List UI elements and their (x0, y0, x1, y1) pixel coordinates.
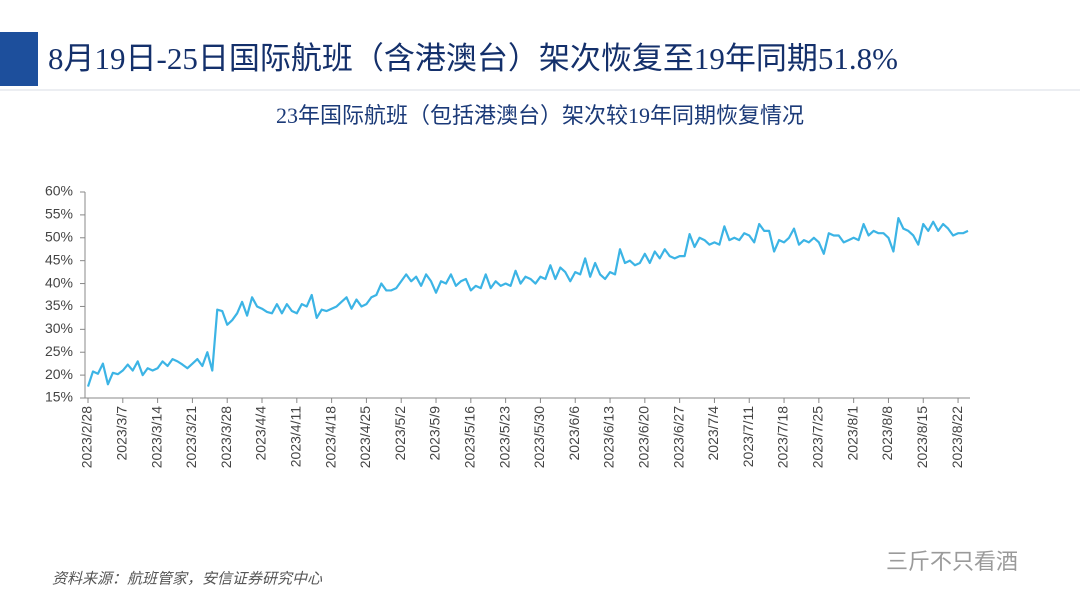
x-tick-label: 2023/6/27 (670, 406, 686, 468)
y-tick-label: 35% (45, 297, 73, 313)
chart-title: 23年国际航班（包括港澳台）架次较19年同期恢复情况 (276, 103, 804, 128)
y-tick-label: 60% (45, 183, 73, 199)
x-tick-label: 2023/5/9 (427, 406, 443, 461)
y-tick-label: 55% (45, 206, 73, 222)
x-tick-label: 2023/6/20 (636, 406, 652, 468)
x-tick-label: 2023/8/15 (914, 406, 930, 468)
x-tick-label: 2023/4/11 (288, 406, 304, 467)
x-tick-label: 2023/8/22 (949, 406, 965, 468)
y-tick-label: 20% (45, 366, 73, 382)
header-bar (0, 32, 38, 86)
x-tick-label: 2023/4/25 (357, 406, 373, 468)
y-tick-label: 15% (45, 389, 73, 405)
plot-area: 15% 20% 25% 30% 35% 40% 45% 50% 55% 60% 2023/2/28 2… (45, 183, 970, 468)
x-tick-label: 2023/5/16 (462, 406, 478, 468)
header-title: 8月19日-25日国际航班（含港澳台）架次恢复至19年同期51.8% (48, 41, 898, 76)
y-tick-label: 40% (45, 274, 73, 290)
y-tick-label: 50% (45, 228, 73, 244)
y-tick-label: 45% (45, 251, 73, 267)
x-tick-label: 2023/7/11 (740, 406, 756, 467)
x-tick-label: 2023/3/14 (148, 406, 164, 468)
x-tick-label: 2023/8/1 (844, 406, 860, 461)
x-tick-label: 2023/6/13 (601, 406, 617, 468)
x-tick-label: 2023/4/18 (322, 406, 338, 468)
x-tick-label: 2023/6/6 (566, 406, 582, 461)
x-tick-label: 2023/7/4 (705, 406, 721, 461)
x-tick-label: 2023/5/23 (496, 406, 512, 468)
watermark: 三斤不只看酒 (886, 549, 1018, 574)
x-tick-label: 2023/5/2 (392, 406, 408, 461)
y-tick-label: 25% (45, 343, 73, 359)
x-tick-label: 2023/4/4 (253, 406, 269, 461)
x-tick-label: 2023/2/28 (79, 406, 95, 468)
x-tick-label: 2023/5/30 (531, 406, 547, 468)
x-tick-label: 2023/7/25 (810, 406, 826, 468)
x-tick-label: 2023/3/28 (218, 406, 234, 468)
x-tick-label: 2023/8/8 (879, 406, 895, 461)
source-note: 资料来源：航班管家，安信证券研究中心 (52, 570, 323, 587)
x-tick-label: 2023/3/7 (114, 406, 130, 461)
x-tick-label: 2023/7/18 (775, 406, 791, 468)
data-line (86, 216, 969, 387)
y-tick-label: 30% (45, 320, 73, 336)
x-tick-label: 2023/3/21 (183, 406, 199, 468)
